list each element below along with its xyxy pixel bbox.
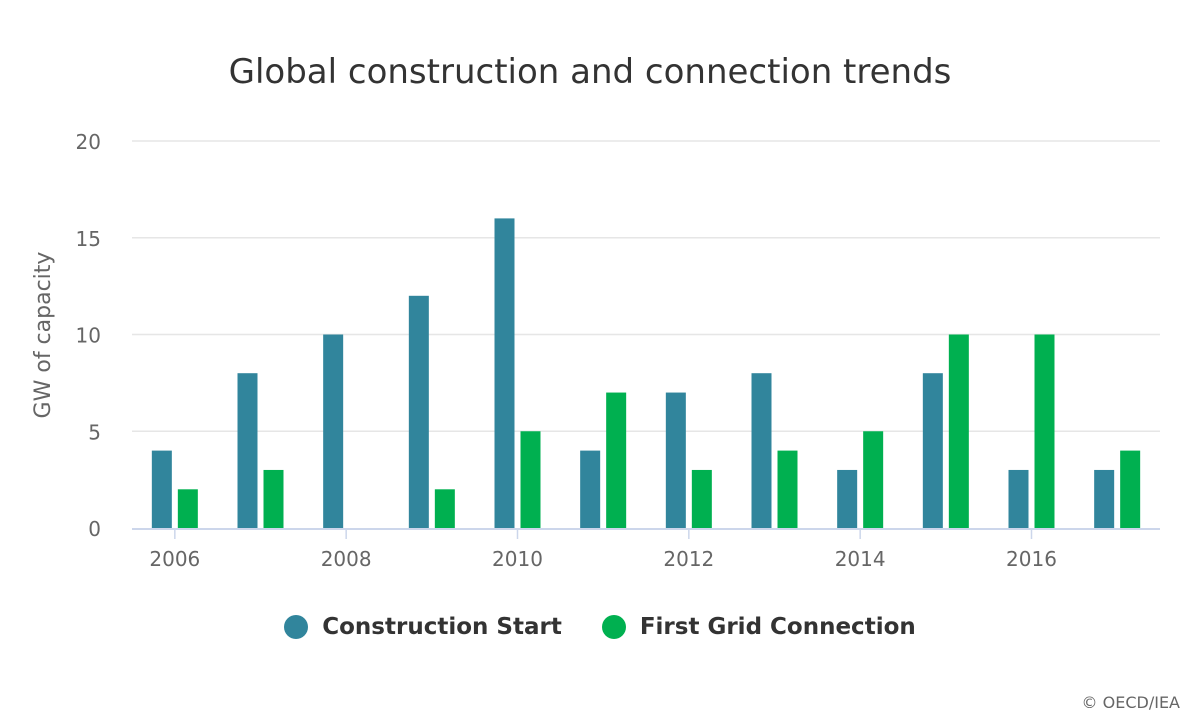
bar-construction-start-2017[interactable] [1094,469,1115,528]
legend-label-first-grid-connection: First Grid Connection [639,614,916,640]
x-tick-label: 2006 [149,547,200,571]
copyright-notice: © OECD/IEA [1081,693,1180,712]
bar-construction-start-2012[interactable] [665,392,686,528]
bar-first-grid-connection-2016[interactable] [1034,334,1055,529]
y-tick-label: 0 [88,517,101,541]
legend-item-construction-start[interactable]: Construction Start [284,614,562,640]
x-tick-label: 2016 [1006,547,1057,571]
y-tick-label: 15 [76,227,101,251]
legend-item-first-grid-connection[interactable]: First Grid Connection [601,614,916,640]
bar-construction-start-2016[interactable] [1008,469,1029,528]
y-tick-label: 5 [88,420,101,444]
y-tick-label: 20 [76,130,101,154]
x-tick-label: 2014 [835,547,886,571]
bar-construction-start-2008[interactable] [323,334,344,529]
legend-label-construction-start: Construction Start [322,614,562,640]
bar-first-grid-connection-2006[interactable] [177,489,198,528]
x-axis-ticks: 2006 2008 2010 2012 2014 2016 [149,529,1057,571]
bar-first-grid-connection-2011[interactable] [606,392,627,528]
bar-first-grid-connection-2010[interactable] [520,431,541,528]
bar-construction-start-2009[interactable] [408,295,429,528]
legend: Construction Start First Grid Connection [0,614,1200,640]
bar-construction-start-2013[interactable] [751,373,772,528]
bar-construction-start-2014[interactable] [837,469,858,528]
legend-marker-construction-start [284,615,309,639]
bar-construction-start-2015[interactable] [922,373,943,528]
bar-construction-start-2006[interactable] [151,450,172,528]
bar-first-grid-connection-2014[interactable] [863,431,884,528]
x-tick-label: 2010 [492,547,543,571]
bar-first-grid-connection-2007[interactable] [263,469,284,528]
bar-first-grid-connection-2015[interactable] [948,334,969,529]
bar-construction-start-2011[interactable] [580,450,601,528]
bar-first-grid-connection-2013[interactable] [777,450,798,528]
y-tick-label: 10 [76,324,101,348]
bar-first-grid-connection-2012[interactable] [691,469,712,528]
bar-construction-start-2007[interactable] [237,373,258,528]
y-axis-ticks: 0 5 10 15 20 [76,130,101,541]
x-tick-label: 2012 [663,547,714,571]
y-axis-label: GW of capacity [31,252,56,419]
gridlines [132,140,1160,432]
bars [151,218,1141,529]
chart-title: Global construction and connection trend… [228,52,952,92]
bar-chart: 0 5 10 15 20 2006 2008 2010 2012 2014 2016 GW of … [31,130,1160,571]
legend-marker-first-grid-connection [601,615,626,639]
bar-first-grid-connection-2017[interactable] [1120,450,1141,528]
bar-construction-start-2010[interactable] [494,218,515,528]
bar-first-grid-connection-2009[interactable] [434,489,455,528]
x-tick-label: 2008 [321,547,372,571]
